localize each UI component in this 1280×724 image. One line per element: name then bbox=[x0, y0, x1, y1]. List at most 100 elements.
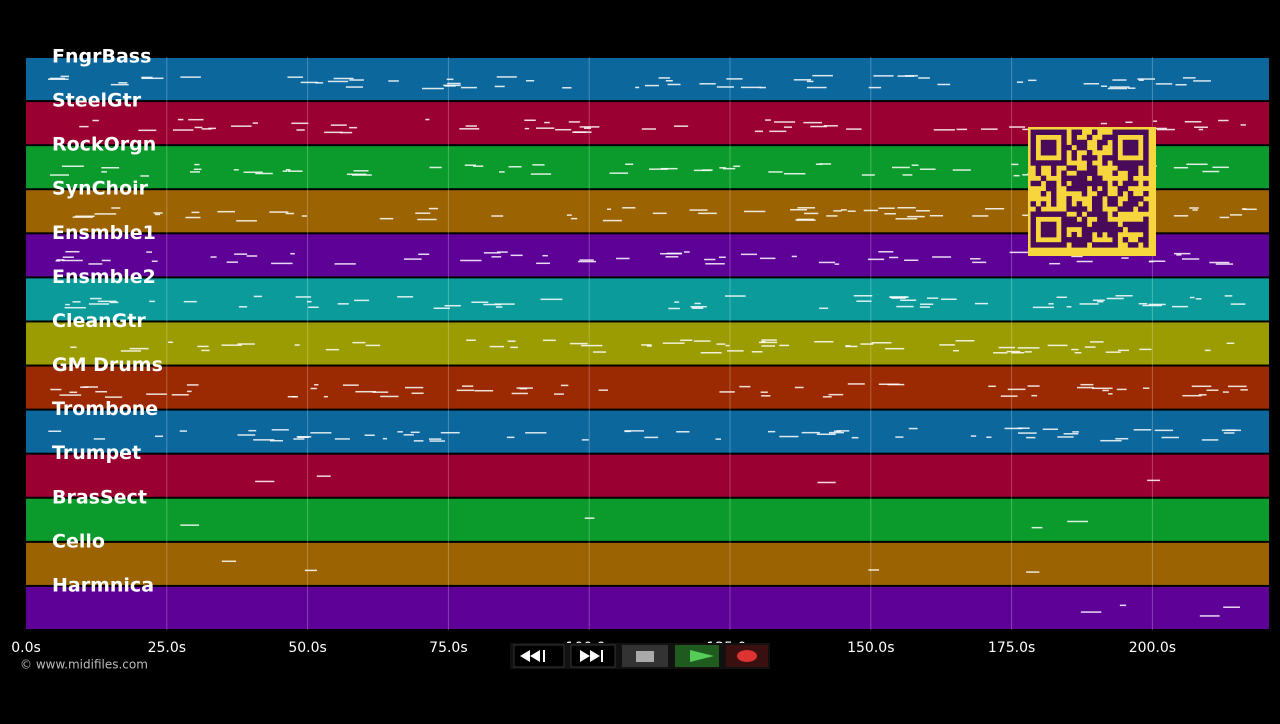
qr-cell bbox=[1097, 191, 1103, 197]
record-button[interactable] bbox=[726, 645, 768, 667]
note bbox=[1079, 303, 1099, 305]
note bbox=[972, 261, 987, 264]
qr-cell bbox=[1045, 226, 1052, 233]
play-button[interactable] bbox=[675, 645, 719, 667]
qr-cell bbox=[1051, 165, 1057, 171]
note bbox=[895, 436, 904, 438]
track-name: BrasSect bbox=[52, 486, 147, 508]
note bbox=[897, 206, 916, 209]
note bbox=[1240, 389, 1248, 391]
time-tick-label: 175.0s bbox=[988, 640, 1035, 656]
qr-cell bbox=[1102, 134, 1108, 141]
note bbox=[1007, 388, 1026, 391]
note bbox=[428, 207, 439, 210]
qr-cell bbox=[1076, 211, 1083, 217]
note bbox=[1032, 306, 1055, 309]
note bbox=[768, 171, 783, 173]
note bbox=[774, 121, 796, 123]
qr-cell bbox=[1086, 180, 1093, 187]
qr-cell bbox=[1071, 206, 1077, 212]
note bbox=[1016, 81, 1024, 83]
note bbox=[716, 86, 734, 88]
note bbox=[568, 121, 580, 123]
note bbox=[83, 386, 98, 388]
note bbox=[970, 435, 977, 437]
note bbox=[337, 303, 349, 305]
note bbox=[819, 163, 832, 165]
note bbox=[388, 80, 399, 82]
note bbox=[140, 175, 150, 177]
note bbox=[246, 255, 258, 257]
qr-cell bbox=[1143, 150, 1149, 156]
qr-cell bbox=[1061, 242, 1067, 248]
qr-cell bbox=[1040, 201, 1047, 207]
qr-cell bbox=[1030, 139, 1036, 146]
qr-cell bbox=[1122, 206, 1129, 212]
stop-button[interactable] bbox=[622, 645, 668, 667]
note bbox=[255, 480, 275, 483]
note bbox=[840, 209, 847, 211]
qr-cell bbox=[1061, 129, 1067, 135]
qr-cell bbox=[1127, 242, 1134, 248]
note bbox=[1080, 611, 1102, 613]
note bbox=[806, 80, 814, 83]
note bbox=[765, 119, 771, 121]
qr-cell bbox=[1132, 170, 1139, 176]
note bbox=[1191, 385, 1212, 388]
note bbox=[65, 303, 70, 306]
note bbox=[413, 440, 424, 442]
note bbox=[269, 439, 283, 442]
note bbox=[956, 128, 968, 131]
qr-cell bbox=[1122, 144, 1129, 151]
note bbox=[727, 350, 744, 352]
qr-cell bbox=[1040, 139, 1047, 146]
qr-cell bbox=[1035, 211, 1042, 217]
note bbox=[1175, 83, 1187, 86]
note bbox=[863, 209, 878, 212]
note bbox=[815, 163, 823, 165]
qr-cell bbox=[1076, 129, 1083, 135]
forward-button[interactable] bbox=[570, 644, 616, 668]
note bbox=[829, 431, 845, 434]
qr-cell bbox=[1066, 206, 1072, 212]
note bbox=[494, 303, 515, 305]
note bbox=[847, 210, 856, 212]
qr-cell bbox=[1112, 201, 1118, 207]
note bbox=[1221, 429, 1241, 432]
note bbox=[699, 83, 716, 85]
qr-cell bbox=[1061, 221, 1067, 228]
qr-cell bbox=[1097, 206, 1103, 212]
qr-cell bbox=[1071, 216, 1077, 223]
note bbox=[94, 213, 117, 215]
qr-cell bbox=[1107, 134, 1113, 141]
note bbox=[784, 172, 806, 175]
track-name: GM Drums bbox=[52, 354, 163, 376]
note bbox=[444, 304, 461, 307]
note bbox=[118, 82, 128, 84]
qr-cell bbox=[1117, 226, 1124, 233]
qr-cell bbox=[1056, 211, 1062, 217]
note bbox=[911, 164, 919, 166]
note bbox=[569, 342, 588, 345]
note bbox=[739, 385, 751, 388]
note bbox=[1137, 78, 1156, 80]
note bbox=[464, 164, 476, 166]
track-name: SteelGtr bbox=[52, 90, 142, 112]
qr-cell bbox=[1030, 150, 1036, 156]
note bbox=[456, 389, 475, 392]
note bbox=[271, 429, 289, 431]
note bbox=[252, 122, 259, 124]
note bbox=[255, 172, 273, 175]
note bbox=[1182, 77, 1196, 79]
qr-cell bbox=[1061, 237, 1067, 243]
note bbox=[919, 306, 930, 308]
qr-cell bbox=[1045, 211, 1052, 217]
note bbox=[725, 344, 730, 347]
note bbox=[970, 258, 981, 260]
note bbox=[65, 250, 80, 253]
note bbox=[993, 352, 1008, 354]
qr-cell bbox=[1040, 231, 1047, 238]
note bbox=[895, 218, 918, 220]
rewind-button[interactable] bbox=[513, 644, 565, 668]
